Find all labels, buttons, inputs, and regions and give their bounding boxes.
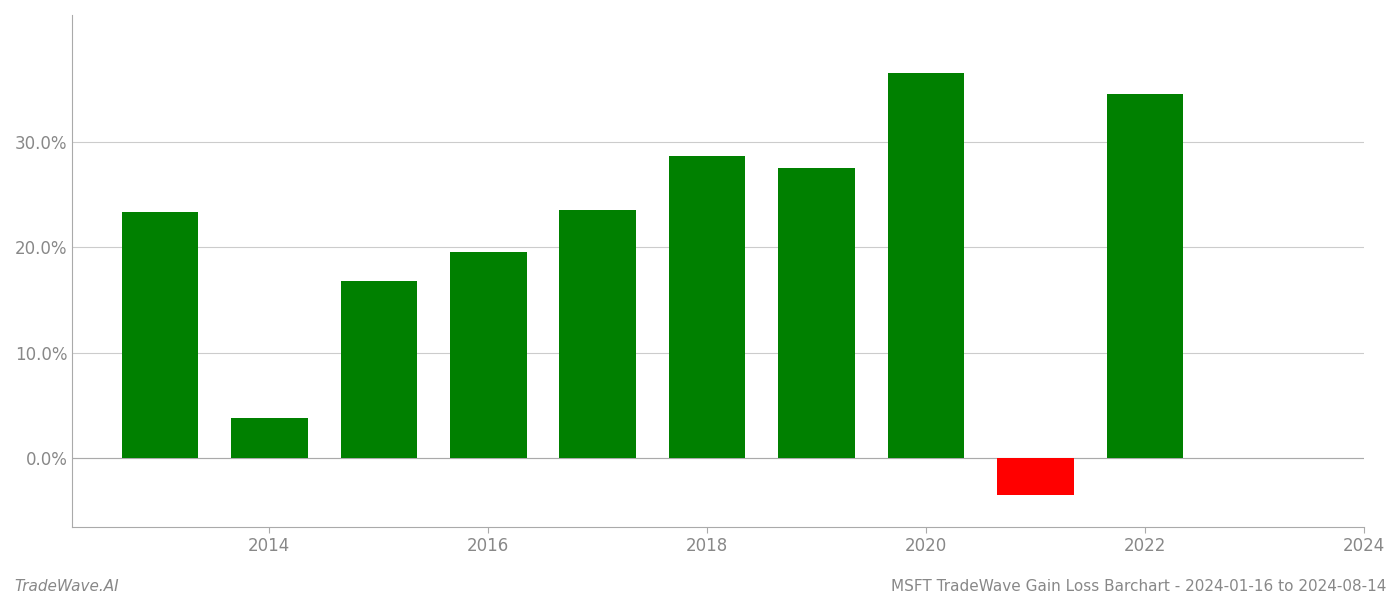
Bar [231,418,308,458]
Bar [997,458,1074,495]
Bar [669,157,745,458]
Text: TradeWave.AI: TradeWave.AI [14,579,119,594]
Bar [449,253,526,458]
Bar [1106,94,1183,458]
Bar [340,281,417,458]
Bar [888,73,965,458]
Text: MSFT TradeWave Gain Loss Barchart - 2024-01-16 to 2024-08-14: MSFT TradeWave Gain Loss Barchart - 2024… [890,579,1386,594]
Bar [560,210,636,458]
Bar [778,168,855,458]
Bar [122,212,199,458]
